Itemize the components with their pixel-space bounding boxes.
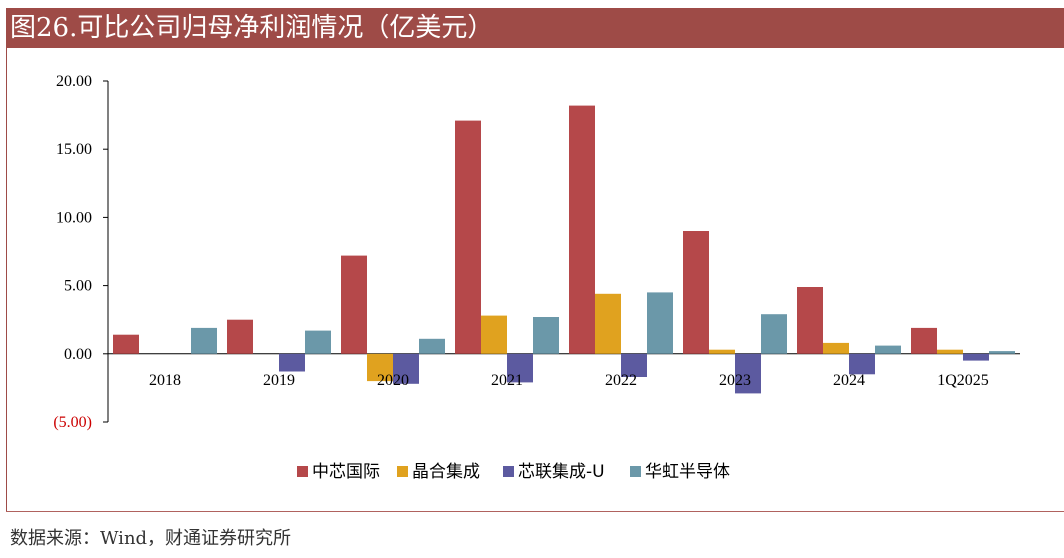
legend-label: 芯联集成-U [518, 462, 605, 482]
bar-4-0 [569, 105, 595, 354]
legend-label: 华虹半导体 [645, 462, 730, 482]
bar-1-2 [279, 353, 305, 372]
legend: 中芯国际 晶合集成 芯联集成-U 华虹半导体 [297, 462, 730, 482]
x-tick-label: 2021 [491, 372, 523, 389]
bar-4-3 [647, 292, 673, 354]
y-tick-label: 5.00 [64, 278, 92, 295]
y-tick-label: (5.00) [53, 414, 92, 431]
bar-0-3 [191, 327, 217, 354]
bar-7-3 [989, 351, 1015, 354]
bar-3-2 [507, 353, 533, 383]
legend-swatch [503, 466, 514, 477]
bar-6-2 [849, 353, 875, 375]
legend-label: 晶合集成 [412, 462, 480, 482]
axis-layer: 20.00 15.00 10.00 5.00 0.00 (5.00) [53, 73, 1020, 431]
bar-2-3 [419, 338, 445, 354]
bar-2-0 [341, 255, 367, 354]
bar-4-2 [621, 353, 647, 377]
legend-swatch [397, 466, 408, 477]
legend-swatch [297, 466, 308, 477]
bar-7-1 [937, 349, 963, 354]
x-tick-labels: 2018 2019 2020 2021 2022 2023 2024 1Q2025 [149, 372, 989, 389]
bottom-rule [6, 511, 1064, 512]
bar-6-0 [797, 287, 823, 354]
bar-5-0 [683, 231, 709, 354]
y-tick-label: 0.00 [64, 346, 92, 363]
bar-1-3 [305, 330, 331, 354]
bar-1-0 [227, 319, 253, 354]
y-tick-label: 10.00 [56, 209, 92, 226]
frame-left-border [6, 48, 7, 512]
y-tick-label: 20.00 [56, 73, 92, 90]
x-tick-label: 2022 [605, 372, 637, 389]
bar-5-1 [709, 349, 735, 354]
bar-7-0 [911, 327, 937, 354]
bar-3-0 [455, 120, 481, 354]
x-tick-label: 2023 [719, 372, 751, 389]
x-tick-label: 2020 [377, 372, 409, 389]
y-tick-label: 15.00 [56, 141, 92, 158]
bar-3-3 [533, 317, 559, 354]
bar-2-2 [393, 353, 419, 384]
bar-3-1 [481, 315, 507, 354]
chart-title: 图26.可比公司归母净利润情况（亿美元） [6, 8, 1064, 48]
bar-7-2 [963, 353, 989, 361]
x-tick-label: 2019 [263, 372, 295, 389]
bars-layer [113, 105, 1015, 394]
source-note: 数据来源：Wind，财通证券研究所 [10, 528, 292, 549]
x-tick-label: 2018 [149, 372, 181, 389]
bar-5-2 [735, 353, 761, 394]
bar-0-0 [113, 334, 139, 354]
x-tick-label: 2024 [833, 372, 865, 389]
legend-swatch [630, 466, 641, 477]
bar-4-1 [595, 293, 621, 354]
legend-label: 中芯国际 [312, 462, 380, 482]
x-tick-label: 1Q2025 [937, 372, 989, 389]
bar-6-1 [823, 342, 849, 354]
bar-2-1 [367, 353, 393, 382]
bar-6-3 [875, 345, 901, 354]
bar-5-3 [761, 314, 787, 354]
